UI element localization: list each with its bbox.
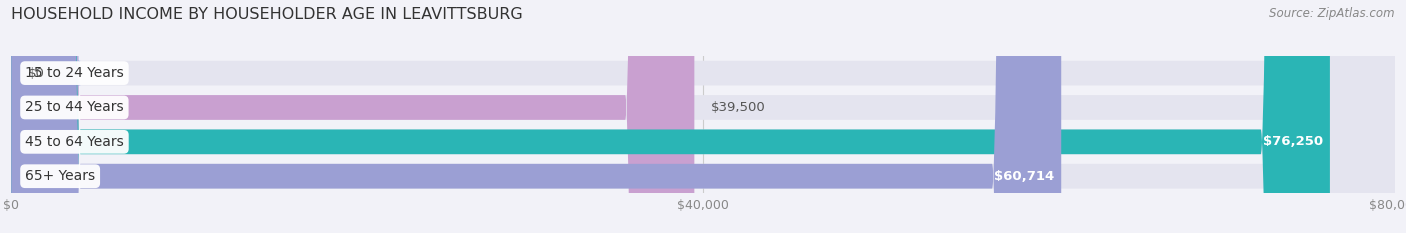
Text: $76,250: $76,250 xyxy=(1263,135,1323,148)
FancyBboxPatch shape xyxy=(11,0,1062,233)
Text: $0: $0 xyxy=(28,67,45,80)
Text: 15 to 24 Years: 15 to 24 Years xyxy=(25,66,124,80)
FancyBboxPatch shape xyxy=(0,0,80,233)
FancyBboxPatch shape xyxy=(11,0,1395,233)
FancyBboxPatch shape xyxy=(11,0,1330,233)
Text: $60,714: $60,714 xyxy=(994,170,1054,183)
Text: HOUSEHOLD INCOME BY HOUSEHOLDER AGE IN LEAVITTSBURG: HOUSEHOLD INCOME BY HOUSEHOLDER AGE IN L… xyxy=(11,7,523,22)
Text: Source: ZipAtlas.com: Source: ZipAtlas.com xyxy=(1270,7,1395,20)
Text: 25 to 44 Years: 25 to 44 Years xyxy=(25,100,124,114)
FancyBboxPatch shape xyxy=(11,0,1395,233)
Text: $39,500: $39,500 xyxy=(711,101,766,114)
FancyBboxPatch shape xyxy=(11,0,1395,233)
Text: 45 to 64 Years: 45 to 64 Years xyxy=(25,135,124,149)
FancyBboxPatch shape xyxy=(11,0,695,233)
FancyBboxPatch shape xyxy=(11,0,1395,233)
Text: 65+ Years: 65+ Years xyxy=(25,169,96,183)
